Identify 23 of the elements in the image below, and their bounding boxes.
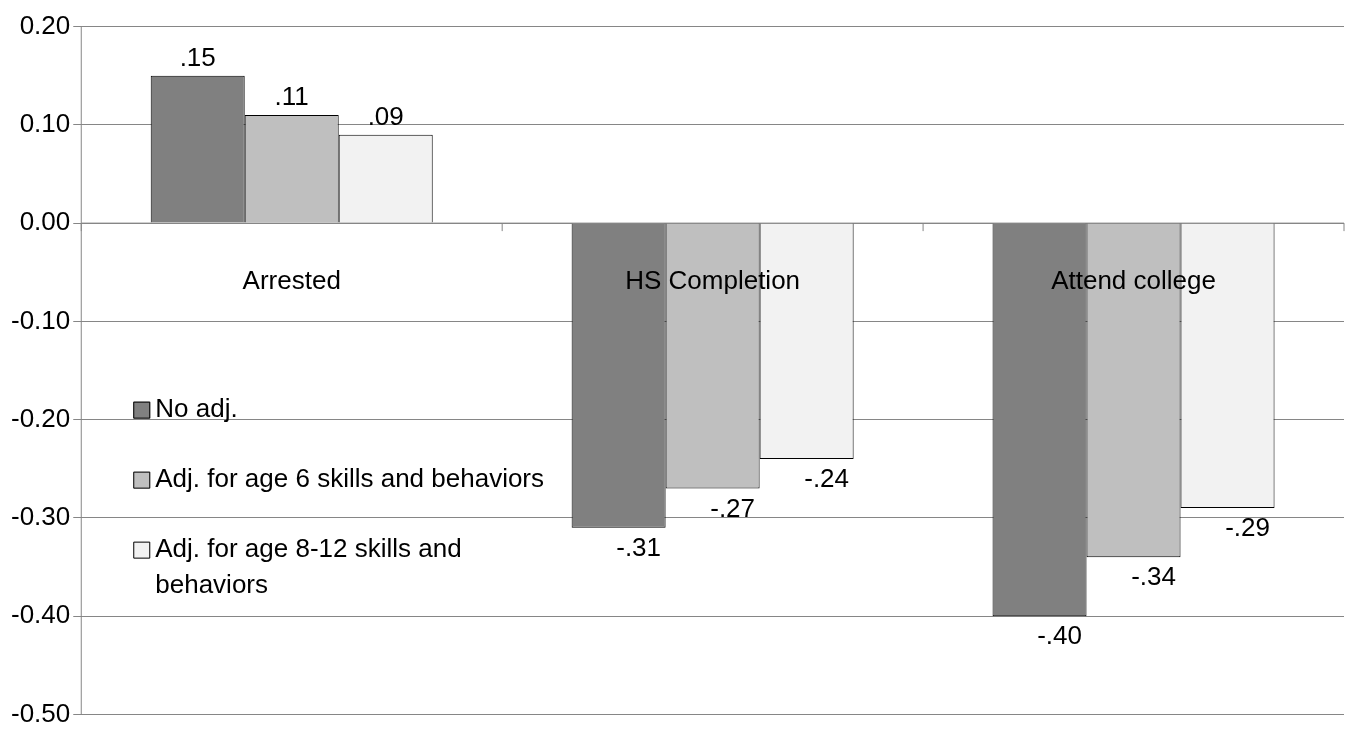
legend-label: Adj. for age 8-12 skills and behaviors <box>155 532 462 599</box>
x-tick-label: Attend college <box>1051 265 1216 296</box>
data-label: -.40 <box>1037 620 1082 651</box>
data-label: -.31 <box>616 531 662 562</box>
legend-label: No adj. <box>155 392 238 423</box>
y-tick-label: 0.00 <box>19 206 71 237</box>
y-tick-label: -0.30 <box>11 501 71 532</box>
data-label: .09 <box>367 100 404 131</box>
y-tick-label: -0.20 <box>11 402 71 433</box>
data-label: -.24 <box>804 463 850 494</box>
y-tick-label: -0.50 <box>11 697 71 728</box>
data-label: -.34 <box>1131 561 1176 592</box>
y-tick-label: -0.40 <box>11 599 71 630</box>
y-tick-label: -0.10 <box>11 304 71 335</box>
data-label: .15 <box>179 41 216 72</box>
data-label: .11 <box>274 81 309 112</box>
data-label: -.27 <box>710 492 756 523</box>
x-tick-label: HS Completion <box>625 265 801 296</box>
y-tick-label: 0.20 <box>19 9 71 40</box>
x-tick-label: Arrested <box>242 265 341 296</box>
y-tick-label: 0.10 <box>19 108 71 139</box>
data-label: -.29 <box>1225 512 1270 543</box>
legend-label: Adj. for age 6 skills and behaviors <box>155 462 545 493</box>
